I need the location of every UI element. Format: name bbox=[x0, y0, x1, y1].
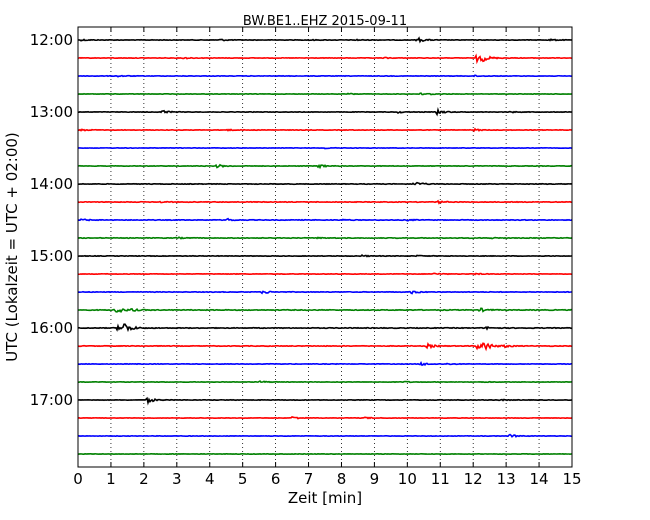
seismic-trace bbox=[77, 217, 573, 222]
seismic-trace bbox=[77, 236, 573, 240]
x-tick-label: 11 bbox=[431, 470, 450, 488]
seismic-trace bbox=[77, 74, 573, 78]
seismic-trace bbox=[77, 36, 573, 44]
seismic-trace bbox=[77, 163, 573, 170]
y-tick-label: 15:00 bbox=[30, 247, 73, 265]
trace-layer bbox=[77, 36, 573, 456]
x-tick-label: 8 bbox=[337, 470, 347, 488]
x-tick-label: 7 bbox=[304, 470, 314, 488]
seismic-trace bbox=[77, 272, 573, 276]
x-tick-label: 9 bbox=[370, 470, 380, 488]
seismic-trace bbox=[77, 199, 573, 205]
seismic-trace bbox=[77, 323, 573, 333]
plot-area-frame bbox=[77, 26, 573, 468]
x-tick-label: 14 bbox=[530, 470, 549, 488]
x-tick-label: 10 bbox=[398, 470, 417, 488]
seismic-trace bbox=[77, 380, 573, 384]
seismic-trace bbox=[77, 53, 573, 65]
seismic-trace bbox=[77, 396, 573, 406]
seismic-trace bbox=[77, 290, 573, 295]
grid-lines bbox=[110, 27, 540, 467]
y-tick-label: 14:00 bbox=[30, 175, 73, 193]
x-tick-label: 2 bbox=[139, 470, 149, 488]
x-tick-label: 0 bbox=[73, 470, 83, 488]
seismic-trace bbox=[77, 433, 573, 438]
y-axis-label: UTC (Lokalzeit = UTC + 02:00) bbox=[3, 132, 21, 362]
x-tick-label: 1 bbox=[106, 470, 116, 488]
x-tick-label: 12 bbox=[464, 470, 483, 488]
x-tick-label: 5 bbox=[238, 470, 248, 488]
x-tick-label: 6 bbox=[271, 470, 281, 488]
seismic-trace bbox=[77, 92, 573, 96]
axis-ticks: 0 1 2 3 4 5 6 7 8 9 10 11 12 13 14 1512:0013:0014:0015:… bbox=[30, 27, 582, 488]
y-tick-label: 17:00 bbox=[30, 391, 73, 409]
seismic-trace bbox=[77, 127, 573, 133]
y-tick-label: 12:00 bbox=[30, 31, 73, 49]
seismic-trace bbox=[77, 181, 573, 186]
x-tick-label: 3 bbox=[172, 470, 182, 488]
y-tick-label: 13:00 bbox=[30, 103, 73, 121]
x-tick-label: 13 bbox=[497, 470, 516, 488]
seismic-trace bbox=[77, 253, 573, 258]
x-tick-label: 4 bbox=[205, 470, 215, 488]
seismic-trace bbox=[77, 307, 573, 314]
y-tick-label: 16:00 bbox=[30, 319, 73, 337]
chart-title: BW.BE1..EHZ 2015-09-11 bbox=[243, 14, 407, 29]
seismic-trace bbox=[77, 415, 573, 420]
x-axis-label: Zeit [min] bbox=[288, 489, 362, 507]
seismic-trace bbox=[77, 106, 573, 117]
seismic-trace bbox=[77, 341, 573, 352]
seismic-trace bbox=[77, 146, 573, 150]
seismic-trace bbox=[77, 361, 573, 367]
x-tick-label: 15 bbox=[562, 470, 581, 488]
